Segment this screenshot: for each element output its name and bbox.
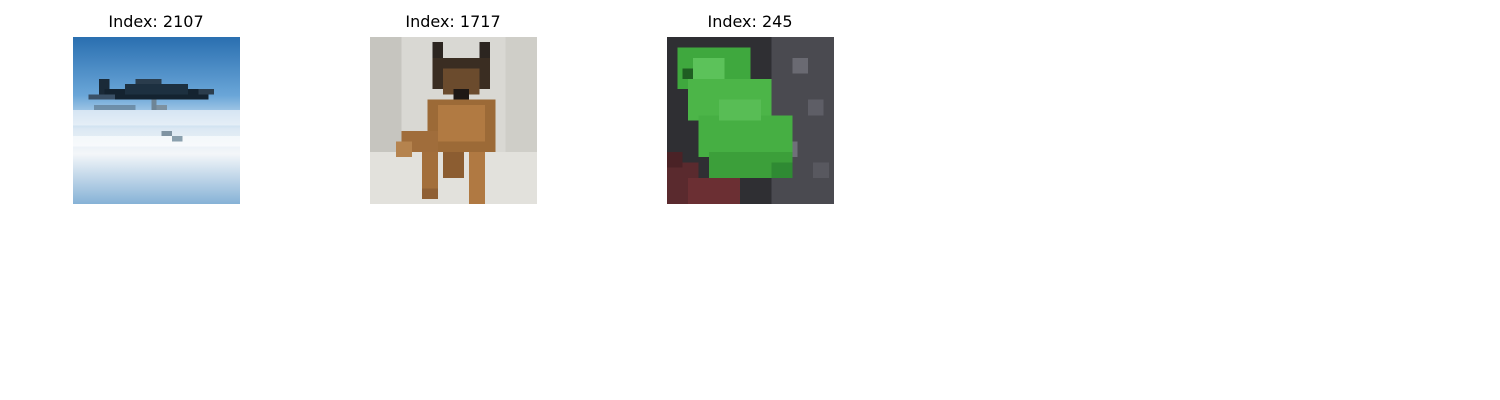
airplane-image [73, 37, 240, 204]
panel-title: Index: 1717 [405, 12, 501, 31]
image-panel-1: Index: 2107 [56, 10, 256, 210]
frog-image [667, 37, 834, 204]
image-panel-2: Index: 1717 [353, 10, 553, 210]
panel-title: Index: 2107 [108, 12, 204, 31]
panel-title: Index: 245 [707, 12, 793, 31]
dog-image [370, 37, 537, 204]
image-panel-3: Index: 245 [650, 10, 850, 210]
